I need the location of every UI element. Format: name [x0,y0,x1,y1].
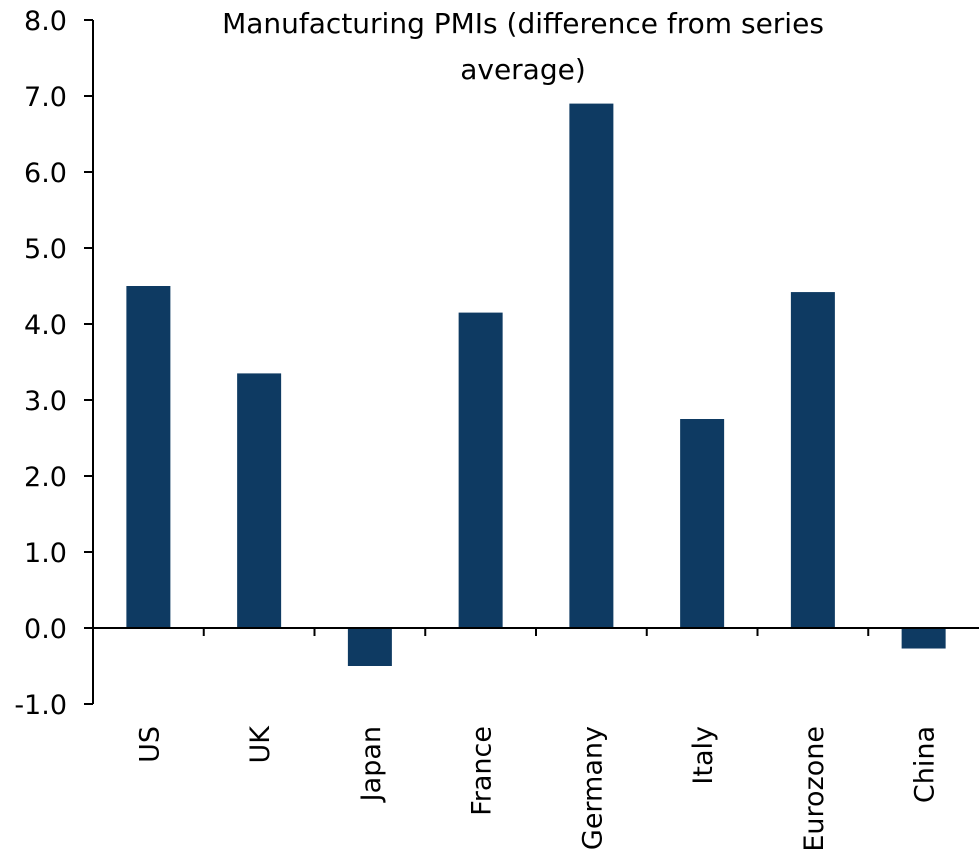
y-tick-label: 1.0 [24,538,67,569]
bar-us [126,286,171,628]
bar-japan [347,628,392,666]
x-category-label: US [134,726,165,763]
y-tick-label: 3.0 [24,386,67,417]
y-tick-label: 2.0 [24,462,67,493]
y-tick-label: 8.0 [24,6,67,37]
bar-germany [569,103,614,629]
y-tick-label: 0.0 [24,614,67,645]
y-tick-label: 4.0 [24,310,67,341]
x-category-label: Japan [356,726,387,803]
x-category-label: UK [245,725,276,764]
bar-uk [237,373,282,628]
y-axis: -1.0 0.0 1.0 2.0 3.0 4.0 5.0 6.0 7.0 8.0 [14,6,94,721]
chart-title-line-1: Manufacturing PMIs (difference from seri… [222,7,824,40]
y-tick-label: 6.0 [24,158,67,189]
bar-france [458,312,503,628]
bar-series [126,103,946,666]
x-category-label: Eurozone [799,726,830,852]
y-tick-label: 7.0 [24,82,67,113]
x-category-label: China [910,726,941,803]
y-tick-label: -1.0 [14,690,67,721]
chart-title: Manufacturing PMIs (difference from seri… [222,7,824,86]
x-category-label: Italy [688,726,719,785]
chart-title-line-2: average) [460,53,586,86]
x-category-label: Germany [577,726,608,850]
x-axis: US UK Japan France Germany Italy Eurozone China [93,627,979,852]
bar-italy [680,419,725,628]
x-category-label: France [467,726,498,816]
y-tick-label: 5.0 [24,234,67,265]
bar-eurozone [790,292,835,628]
bar-china [901,628,946,649]
